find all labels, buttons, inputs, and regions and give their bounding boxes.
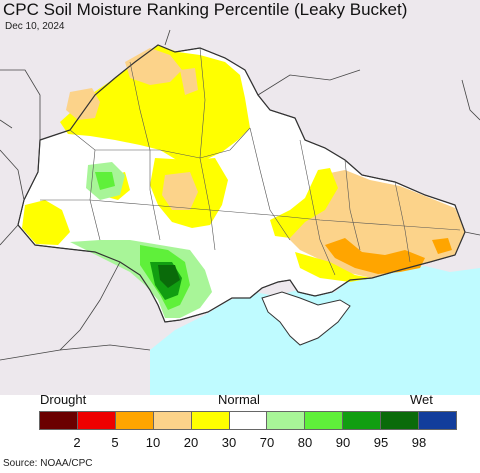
legend-swatch [305,412,344,429]
legend-swatch [191,412,230,429]
legend-tick-label: 20 [183,435,199,450]
zone-dry-20-central [162,172,198,210]
legend-color-bar [39,411,457,430]
map-date: Dec 10, 2024 [5,21,65,32]
zone-dry-20-north-a [125,48,182,85]
legend-swatch [381,412,420,429]
legend-wet-label: Wet [410,392,433,407]
zone-dry-20-north-b [66,88,100,120]
legend-tick-label: 30 [221,435,237,450]
legend-swatch [115,412,154,429]
zone-dry-30-west-a [22,200,70,245]
legend-swatch [343,412,382,429]
zone-dry-10-east [325,238,425,274]
legend-tick-label: 80 [297,435,313,450]
legend-drought-label: Drought [40,392,87,407]
legend-tick-label: 2 [73,435,81,450]
legend-tick-label: 90 [335,435,351,450]
zone-wet-98-south [158,265,180,288]
legend-swatch [229,412,268,429]
map-title: CPC Soil Moisture Ranking Percentile (Le… [3,0,408,19]
legend-normal-label: Normal [218,392,260,407]
legend-tick-label: 5 [111,435,119,450]
legend-swatch [267,412,306,429]
legend-swatch [77,412,116,429]
ukraine-border [17,44,466,323]
zone-dry-30-south-east [295,252,372,282]
oblast-boundaries [40,47,461,276]
zone-dry-20-north-c [180,68,198,95]
crimea [261,291,351,346]
zone-dry-30-east-edge [270,168,338,238]
zone-wet-90-west [95,172,115,190]
legend-tick-label: 98 [411,435,427,450]
legend-tick-label: 70 [259,435,275,450]
source-credit: Source: NOAA/CPC [3,458,93,469]
legend-swatch [153,412,192,429]
soil-moisture-map [0,0,480,395]
zone-dry-10-east-b [432,238,452,254]
legend-swatch [419,412,456,429]
legend-swatch [40,412,78,429]
legend-tick-label: 10 [145,435,161,450]
neighbour-borders [0,29,480,361]
legend-tick-label: 95 [373,435,389,450]
